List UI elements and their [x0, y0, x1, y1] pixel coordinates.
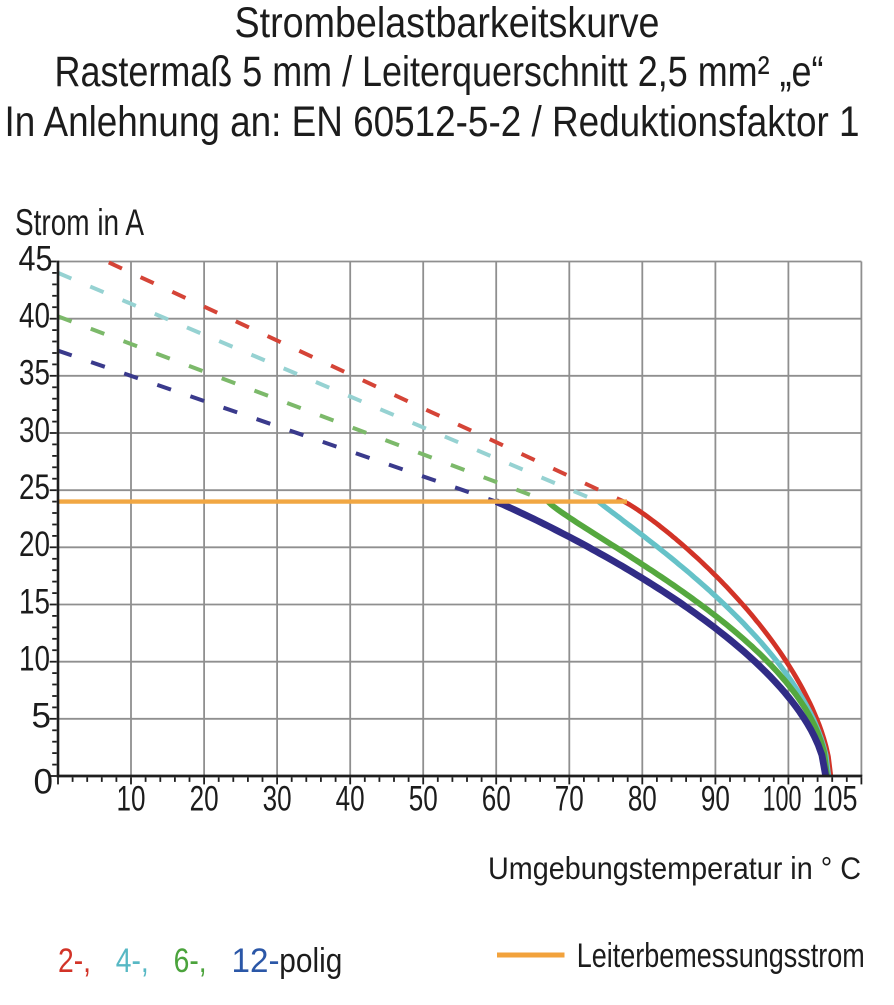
svg-text:35: 35	[19, 354, 50, 393]
svg-text:60: 60	[482, 780, 511, 819]
svg-text:Umgebungstemperatur in ° C: Umgebungstemperatur in ° C	[488, 850, 861, 886]
svg-text:80: 80	[628, 780, 657, 819]
svg-text:12-: 12-	[232, 942, 280, 980]
svg-text:polig: polig	[279, 942, 342, 980]
svg-text:10: 10	[19, 639, 50, 678]
svg-text:Leiterbemessungsstrom: Leiterbemessungsstrom	[577, 937, 865, 975]
svg-text:5: 5	[32, 697, 51, 736]
svg-text:105: 105	[813, 780, 858, 819]
svg-text:100: 100	[763, 780, 802, 819]
svg-text:40: 40	[19, 296, 50, 335]
svg-text:30: 30	[19, 411, 50, 450]
svg-text:4-,: 4-,	[116, 942, 149, 980]
svg-text:45: 45	[19, 239, 53, 278]
svg-text:Rastermaß 5 mm / Leiterquersch: Rastermaß 5 mm / Leiterquerschnitt 2,5 m…	[55, 48, 824, 96]
svg-text:15: 15	[19, 582, 50, 621]
svg-text:0: 0	[34, 763, 53, 802]
svg-text:20: 20	[19, 525, 50, 564]
svg-text:50: 50	[409, 780, 438, 819]
svg-text:6-,: 6-,	[174, 942, 207, 980]
svg-text:In Anlehnung an: EN 60512-5-2: In Anlehnung an: EN 60512-5-2 / Reduktio…	[5, 98, 860, 146]
svg-text:70: 70	[555, 780, 584, 819]
svg-text:Strom in A: Strom in A	[15, 202, 144, 243]
svg-text:90: 90	[701, 780, 730, 819]
svg-text:20: 20	[190, 780, 219, 819]
svg-text:30: 30	[263, 780, 292, 819]
svg-text:10: 10	[117, 780, 146, 819]
svg-text:40: 40	[336, 780, 365, 819]
svg-text:2-,: 2-,	[58, 942, 91, 980]
svg-text:Strombelastbarkeitskurve: Strombelastbarkeitskurve	[235, 0, 660, 47]
svg-text:25: 25	[19, 468, 50, 507]
